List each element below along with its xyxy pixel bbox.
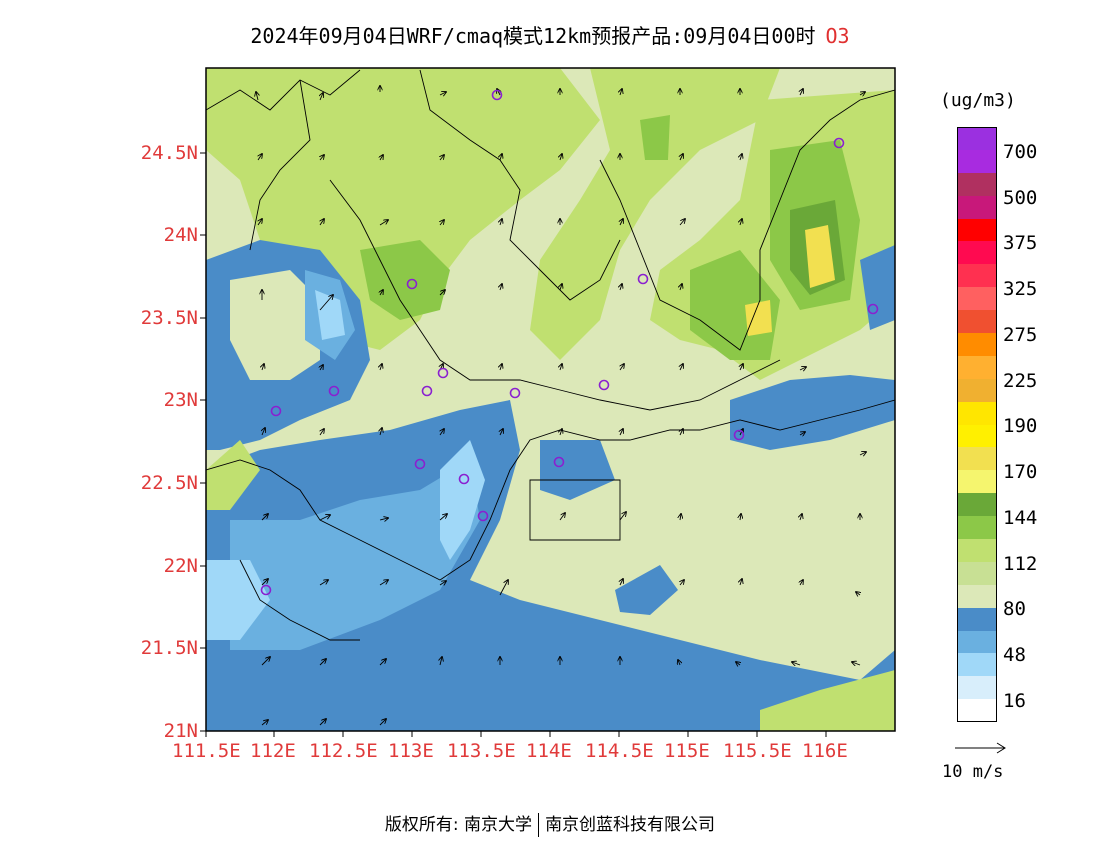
lon-label: 114.5E: [585, 740, 654, 762]
legend-swatch: [957, 127, 997, 150]
wind-vectors: [256, 86, 866, 726]
legend-swatch: [957, 653, 997, 677]
reference-vector-arrow: [955, 742, 1006, 754]
legend-tick: 16: [1003, 690, 1026, 712]
legend-tick: 375: [1003, 232, 1038, 254]
concentration-field: [206, 68, 895, 731]
lon-label: 114E: [526, 740, 572, 762]
lon-label: 115E: [664, 740, 710, 762]
legend-swatch: [957, 447, 997, 471]
legend-swatch: [957, 699, 997, 723]
lon-label: 111.5E: [172, 740, 241, 762]
legend-swatch: [957, 676, 997, 700]
lon-label: 113E: [388, 740, 434, 762]
reference-vector-label: 10 m/s: [942, 762, 1004, 782]
lat-label: 24.5N: [140, 142, 198, 164]
legend-swatch: [957, 287, 997, 311]
legend-tick: 144: [1003, 507, 1038, 529]
legend-swatch: [957, 310, 997, 334]
title-text: 2024年09月04日WRF/cmaq模式12km预报产品:09月04日00时: [250, 24, 816, 48]
copyright-text: 版权所有: 南京大学: [384, 815, 533, 835]
lat-label: 21N: [163, 720, 198, 742]
legend-swatch: [957, 149, 997, 173]
legend-swatch: [957, 630, 997, 654]
monitoring-stations: [260, 89, 879, 596]
legend-tick: 80: [1003, 598, 1026, 620]
lon-label: 112E: [250, 740, 296, 762]
legend-swatch: [957, 241, 997, 265]
legend-tick: 170: [1003, 461, 1038, 483]
legend-swatch: [957, 264, 997, 288]
lat-label: 22N: [163, 555, 198, 577]
legend-swatch: [957, 333, 997, 356]
legend-swatch: [957, 172, 997, 196]
coastline-boundaries: [206, 69, 895, 641]
lat-label: 24N: [163, 224, 198, 246]
legend-swatch: [957, 584, 997, 608]
footer-divider: [538, 813, 540, 837]
legend-swatch: [957, 355, 997, 379]
legend-swatch: [957, 493, 997, 517]
legend-tick: 190: [1003, 415, 1038, 437]
legend-swatch: [957, 607, 997, 631]
axis-ticks: [200, 152, 827, 737]
lat-label: 23N: [163, 389, 198, 411]
legend-tick: 700: [1003, 141, 1038, 163]
legend-swatch: [957, 378, 997, 402]
legend-swatch: [957, 195, 997, 219]
legend-swatch: [957, 470, 997, 494]
legend-unit: (ug/m3): [940, 90, 1016, 111]
lon-label: 115.5E: [723, 740, 792, 762]
legend-tick: 225: [1003, 370, 1038, 392]
partner-text: 南京创蓝科技有限公司: [545, 815, 716, 835]
legend-tick: 275: [1003, 324, 1038, 346]
copyright-footer: 版权所有: 南京大学 南京创蓝科技有限公司: [0, 810, 1100, 837]
lon-label: 112.5E: [309, 740, 378, 762]
map-title: 2024年09月04日WRF/cmaq模式12km预报产品:09月04日00时 O…: [0, 20, 1100, 49]
lat-label: 22.5N: [140, 472, 198, 494]
legend-swatch: [957, 218, 997, 242]
lon-label: 113.5E: [447, 740, 516, 762]
pollutant-species: O3: [825, 24, 850, 48]
legend-tick: 112: [1003, 553, 1038, 575]
legend-swatch: [957, 561, 997, 585]
lon-label: 116E: [802, 740, 848, 762]
legend-swatch: [957, 516, 997, 540]
color-legend: [957, 127, 997, 723]
legend-tick: 500: [1003, 187, 1038, 209]
lat-label: 23.5N: [140, 307, 198, 329]
lat-label: 21.5N: [140, 637, 198, 659]
legend-swatch: [957, 401, 997, 425]
legend-swatch: [957, 539, 997, 562]
legend-swatch: [957, 424, 997, 448]
legend-tick: 325: [1003, 278, 1038, 300]
legend-tick: 48: [1003, 644, 1026, 666]
